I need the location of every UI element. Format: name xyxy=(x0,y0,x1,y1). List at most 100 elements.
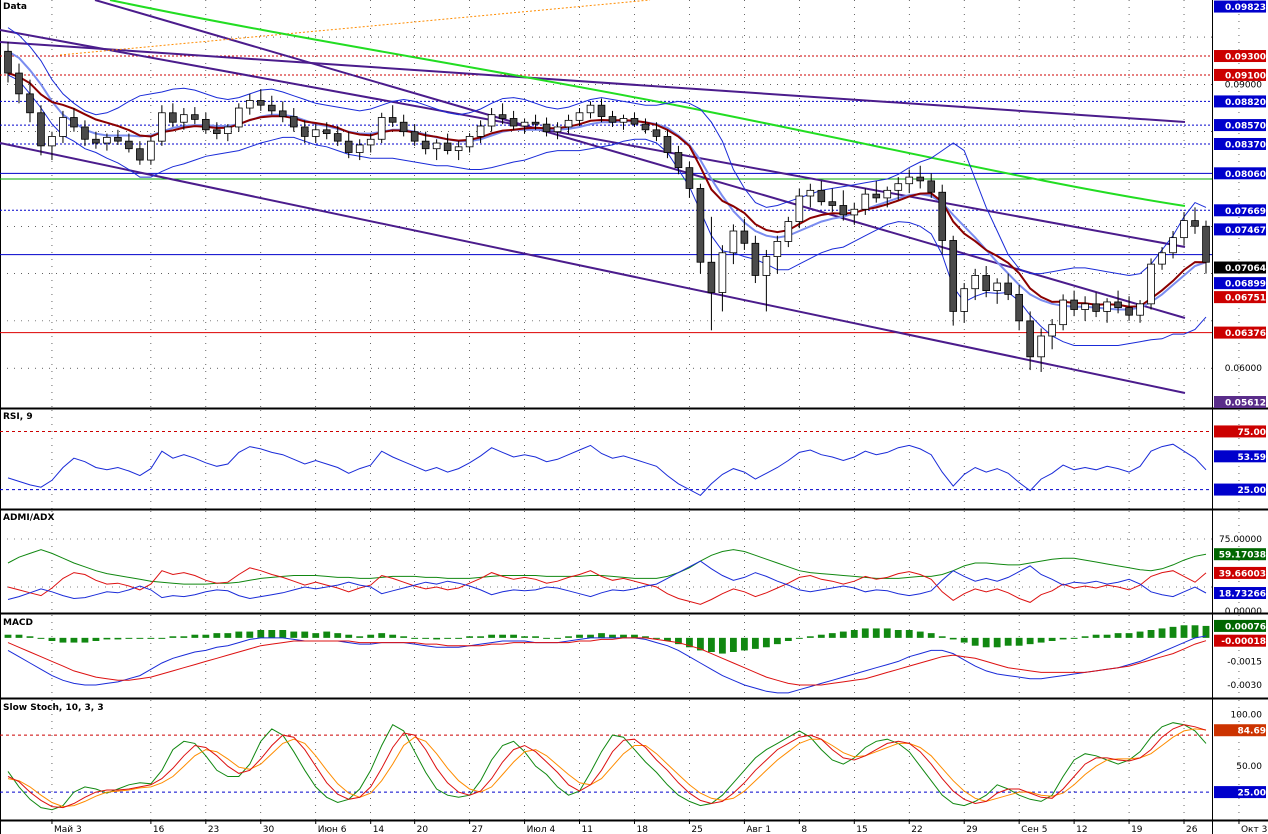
x-axis-label: 11 xyxy=(582,825,593,834)
macd-histogram-bar xyxy=(378,633,386,638)
price-tag: 0.07467 xyxy=(1214,223,1266,236)
price-tag: 0.07064 xyxy=(1214,261,1266,274)
price-tag: 0.08570 xyxy=(1214,119,1266,132)
candle-up xyxy=(1059,299,1067,326)
stoch-slow-line xyxy=(7,728,1207,808)
price-tag-box xyxy=(1214,450,1266,463)
macd-histogram-bar xyxy=(59,637,67,643)
candle-down xyxy=(92,138,100,144)
macd-histogram-bar xyxy=(631,634,638,638)
candle-up xyxy=(575,112,584,121)
candle xyxy=(300,120,309,144)
candle xyxy=(564,114,573,134)
candle xyxy=(245,93,254,115)
adx-line xyxy=(7,549,1207,585)
candle-down xyxy=(707,261,716,293)
candle-up xyxy=(905,176,914,185)
candle xyxy=(828,188,837,213)
candle-down xyxy=(213,129,221,134)
candle xyxy=(1125,296,1133,321)
candle-down xyxy=(509,118,518,127)
macd-histogram-bar xyxy=(1004,637,1012,646)
candle-down xyxy=(1026,320,1034,358)
candle-down xyxy=(685,167,694,189)
candle-up xyxy=(553,126,562,133)
adx-panel-area xyxy=(0,511,1212,613)
candle-down xyxy=(256,100,265,106)
macd-histogram-bar xyxy=(4,634,12,638)
candle-down xyxy=(839,205,848,216)
x-axis-label: 22 xyxy=(911,825,922,834)
candle-down xyxy=(4,50,12,74)
candle-down xyxy=(1191,220,1199,227)
candle xyxy=(729,224,738,265)
candle-up xyxy=(1103,301,1111,312)
x-axis-label: Май 3 xyxy=(54,825,82,834)
candle xyxy=(806,183,815,208)
candle xyxy=(114,129,122,145)
price-tag-label: 0.07467 xyxy=(1225,226,1266,236)
macd-histogram-bar xyxy=(609,634,616,638)
candle-down xyxy=(630,118,639,125)
candle-down xyxy=(289,116,298,128)
candle-down xyxy=(1125,307,1133,316)
macd-histogram-bar xyxy=(191,634,199,638)
price-tag-box xyxy=(1214,223,1266,236)
price-tag-label: 0.07064 xyxy=(1225,264,1266,274)
x-axis-label: 27 xyxy=(472,825,483,834)
candle xyxy=(531,114,540,130)
x-axis-label: Сен 5 xyxy=(1021,825,1047,834)
macd-histogram-bar xyxy=(708,637,715,652)
macd-histogram-bar xyxy=(169,636,177,638)
candle xyxy=(289,108,298,132)
candle-down xyxy=(399,121,408,133)
candle xyxy=(696,183,705,274)
candle xyxy=(26,79,34,123)
macd-histogram-bar xyxy=(718,637,726,654)
price-tag-box xyxy=(1214,95,1266,108)
x-axis-label: 16 xyxy=(153,825,165,834)
candle-up xyxy=(960,288,969,312)
candle-up xyxy=(773,241,782,257)
candle-up xyxy=(718,252,727,293)
price-tag: 0.08370 xyxy=(1214,137,1266,150)
x-axis-label: 14 xyxy=(373,825,385,834)
price-tag: 0.08060 xyxy=(1214,167,1266,180)
candle xyxy=(784,216,793,248)
price-tag-box xyxy=(1214,50,1266,63)
candle xyxy=(1004,273,1012,301)
macd-histogram-bar xyxy=(521,636,528,638)
x-axis-label: Июн 6 xyxy=(318,825,347,834)
macd-histogram-bar xyxy=(949,637,957,640)
candle xyxy=(927,173,936,198)
macd-histogram-bar xyxy=(828,633,836,638)
long-trend-line xyxy=(0,41,1186,123)
candle xyxy=(169,103,177,127)
macd-histogram-bar xyxy=(400,636,408,638)
price-tag-label: 0.00076 xyxy=(1225,622,1266,632)
candle-down xyxy=(597,104,606,117)
fib-guide-line xyxy=(59,0,651,56)
candle-up xyxy=(806,189,815,197)
candle xyxy=(344,131,353,159)
price-tag-label: 0.06899 xyxy=(1225,280,1266,290)
candle xyxy=(575,108,584,127)
candle-up xyxy=(586,104,595,114)
candle xyxy=(421,131,430,155)
macd-histogram-bar xyxy=(213,633,221,638)
candle-down xyxy=(26,93,34,114)
candle xyxy=(861,188,870,215)
macd-histogram-bar xyxy=(81,637,89,643)
candle xyxy=(509,110,518,130)
macd-histogram-bar xyxy=(795,637,803,639)
price-tag-box xyxy=(1214,137,1266,150)
candle-up xyxy=(59,117,67,137)
price-tag-box xyxy=(1214,68,1266,81)
price-tag-label: 0.08370 xyxy=(1225,140,1266,150)
candle xyxy=(81,120,89,146)
candle xyxy=(92,131,100,149)
candle-down xyxy=(1114,301,1122,309)
candle-up xyxy=(355,144,364,153)
candle-up xyxy=(729,230,738,254)
